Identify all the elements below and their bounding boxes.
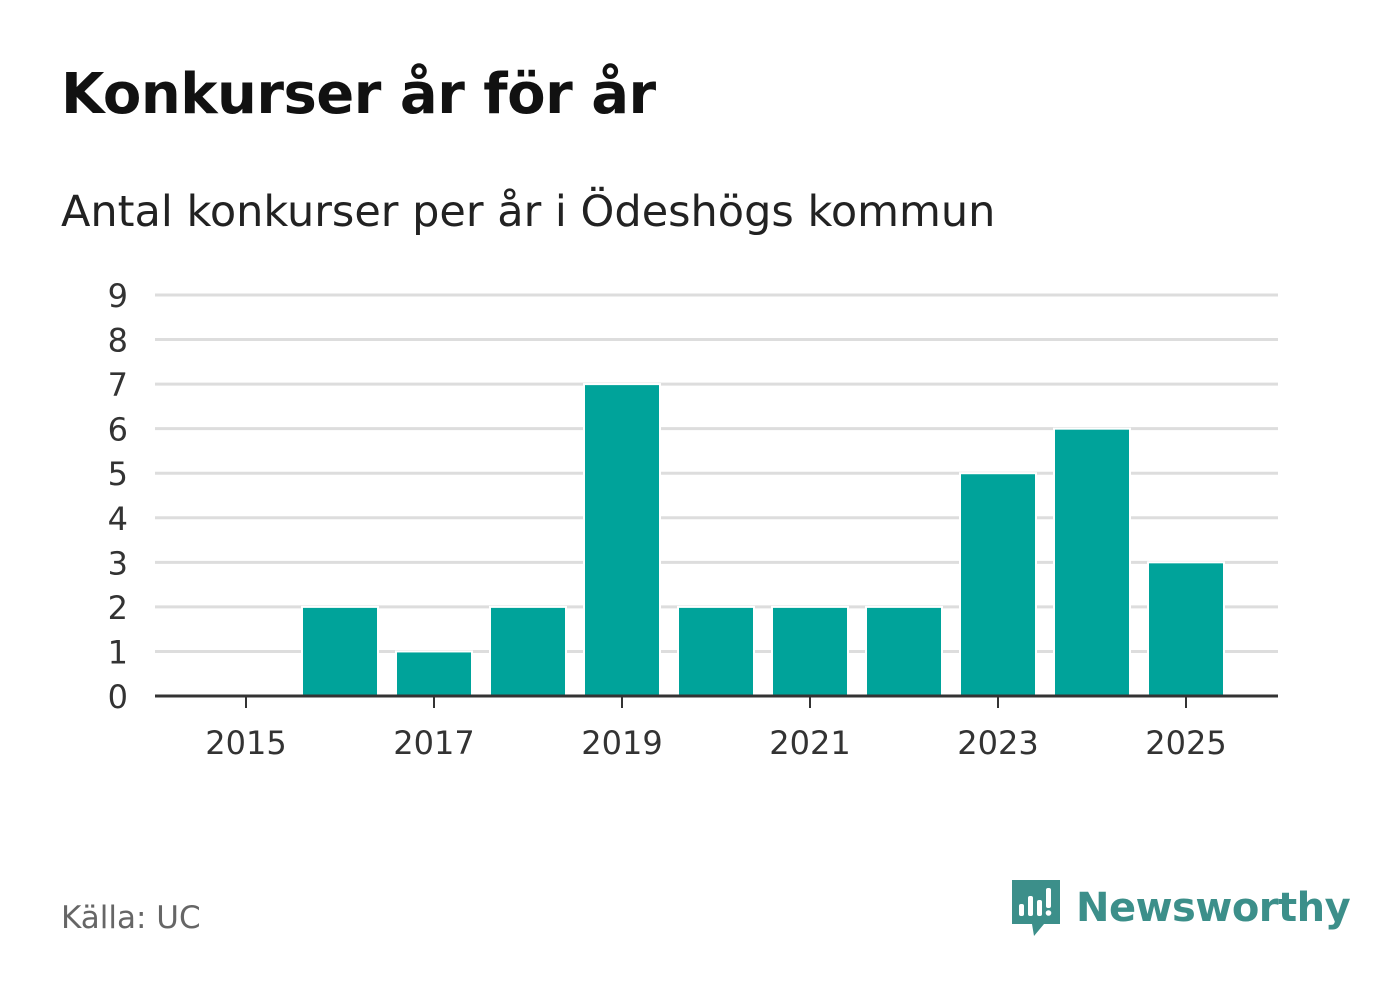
y-tick-label: 8: [108, 322, 128, 360]
bar-2023: [959, 472, 1037, 697]
bar-2019: [583, 383, 661, 697]
chart-subtitle: Antal konkurser per år i Ödeshögs kommun: [61, 187, 996, 237]
y-tick-label: 0: [108, 678, 128, 716]
y-tick-label: 5: [108, 455, 128, 493]
x-tick-label: 2025: [1145, 724, 1226, 762]
newsworthy-logo-icon: [1012, 880, 1060, 936]
bar-2022: [865, 605, 943, 698]
bar-2025: [1147, 561, 1225, 697]
x-tick-label: 2015: [205, 724, 286, 762]
bar-2017: [395, 650, 473, 698]
brand-logo: Newsworthy: [1010, 878, 1351, 938]
bar-2024: [1053, 427, 1131, 697]
chart-title: Konkurser år för år: [61, 62, 656, 127]
source-label: Källa: UC: [61, 900, 201, 936]
brand-name: Newsworthy: [1076, 885, 1351, 931]
y-tick-label: 4: [108, 500, 128, 538]
y-tick-label: 6: [108, 411, 128, 449]
x-tick-label: 2017: [393, 724, 474, 762]
bar-2018: [489, 605, 567, 698]
x-tick-label: 2023: [957, 724, 1038, 762]
y-tick-label: 3: [108, 544, 128, 582]
y-tick-label: 1: [108, 633, 128, 671]
bar-2016: [301, 605, 379, 698]
y-tick-label: 7: [108, 366, 128, 404]
bar-2020: [677, 605, 755, 698]
bar-2021: [771, 605, 849, 698]
y-tick-label: 2: [108, 589, 128, 627]
x-tick-label: 2019: [581, 724, 662, 762]
y-tick-label: 9: [108, 277, 128, 315]
x-tick-label: 2021: [769, 724, 850, 762]
